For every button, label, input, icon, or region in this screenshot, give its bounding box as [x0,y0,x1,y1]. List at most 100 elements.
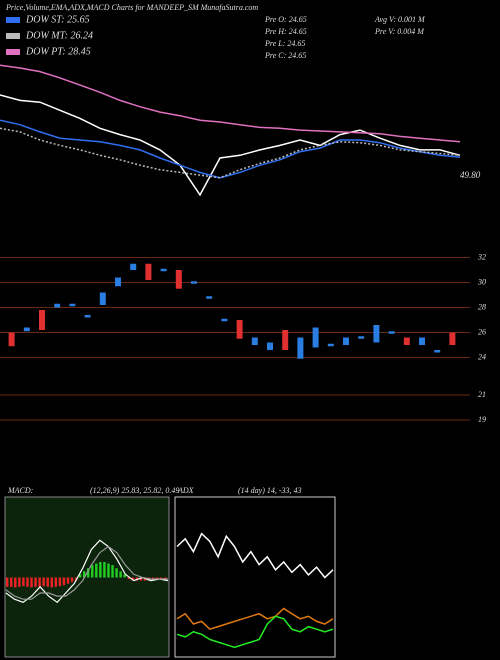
candle-body [358,336,365,339]
histogram-bar [99,562,102,578]
candle-body [191,281,197,284]
histogram-bar [38,577,41,587]
histogram-bar [151,577,155,580]
line-series [0,64,461,143]
candle-body [221,318,228,322]
y-tick-label: 21 [478,390,486,399]
histogram-bar [50,577,53,588]
info-label: Pre H: 24.65 [264,27,307,36]
candle-body [449,332,456,345]
histogram-bar [26,577,29,587]
candle-body [236,320,243,339]
histogram-bar [111,565,114,578]
histogram-bar [107,563,110,578]
adx-subtitle: (14 day) 14, -33, 43 [238,486,302,495]
histogram-bar [95,563,98,578]
candle-body [54,303,61,308]
histogram-bar [78,574,82,578]
line-series [5,545,168,600]
histogram-bar [22,577,25,587]
histogram-bar [46,577,49,587]
info-label: Avg V: 0.001 M [374,15,426,24]
macd-subtitle: (12,26,9) 25.83, 25.82, 0.49 [90,486,179,495]
histogram-bar [34,577,37,587]
y-tick-label: 24 [478,352,486,361]
macd-title: MACD: [7,486,34,495]
y-tick-label: 28 [478,302,486,311]
histogram-bar [87,568,90,578]
candle-body [175,270,182,289]
candle-body [267,342,273,350]
legend-label: DOW PT: 28.45 [25,46,91,57]
histogram-bar [127,577,130,580]
candle-body [39,310,45,330]
histogram-bar [74,577,78,581]
line-series [0,94,461,197]
legend-label: DOW ST: 25.65 [25,14,90,25]
histogram-bar [119,571,122,578]
y-tick-label: 19 [478,415,486,424]
line-series [176,607,334,631]
histogram-bar [18,577,21,587]
histogram-bar [14,577,17,588]
histogram-bar [30,577,33,588]
candle-body [388,331,395,334]
histogram-bar [42,577,45,587]
info-label: Pre L: 24.65 [264,39,305,48]
candle-body [434,350,441,353]
candle-body [373,325,380,343]
info-label: Pre V: 0.004 M [374,27,425,36]
candle-body [312,327,319,348]
histogram-bar [115,568,118,578]
histogram-bar [58,577,62,587]
line-series [176,532,334,579]
candle-body [282,330,289,350]
histogram-bar [103,562,106,578]
candle-body [99,292,106,305]
histogram-bar [139,577,143,581]
info-label: Pre C: 24.65 [264,51,306,60]
y-tick-label: 32 [477,252,486,261]
y-tick-label: 26 [478,327,486,336]
histogram-bar [163,577,167,580]
candle-body [327,343,334,347]
histogram-bar [123,574,126,578]
y-tick-label: 30 [477,277,486,286]
line-series [0,127,461,179]
candle-body [23,327,30,332]
candle-body [69,303,76,307]
candle-body [251,337,258,345]
line-series [176,615,334,649]
legend-swatch [6,33,20,39]
adx-panel [174,496,336,658]
candle-body [115,277,121,287]
page-title: Price,Volume,EMA,ADX,MACD Charts for MAN… [5,3,258,12]
histogram-bar [159,577,163,580]
candle-body [297,337,304,359]
legend-swatch [6,49,20,55]
adx-title: ADX [177,486,195,495]
line-series [0,119,461,179]
histogram-bar [82,571,86,578]
price-annotation: 49.80 [460,170,481,180]
line-series [5,539,169,604]
candle-body [160,268,167,272]
candle-body [84,315,91,318]
candle-body [130,263,137,270]
candle-body [145,263,152,280]
histogram-bar [54,577,58,587]
histogram-bar [10,577,13,587]
candle-body [8,332,15,347]
histogram-bar [91,565,94,578]
candle-body [206,296,213,299]
histogram-bar [70,577,74,583]
histogram-bar [6,577,9,587]
histogram-bar [155,577,159,580]
candle-body [343,337,349,345]
histogram-bar [62,577,66,586]
info-label: Pre O: 24.65 [264,15,307,24]
candle-body [419,337,425,345]
candle-body [403,337,410,345]
legend-label: DOW MT: 26.24 [25,30,93,41]
